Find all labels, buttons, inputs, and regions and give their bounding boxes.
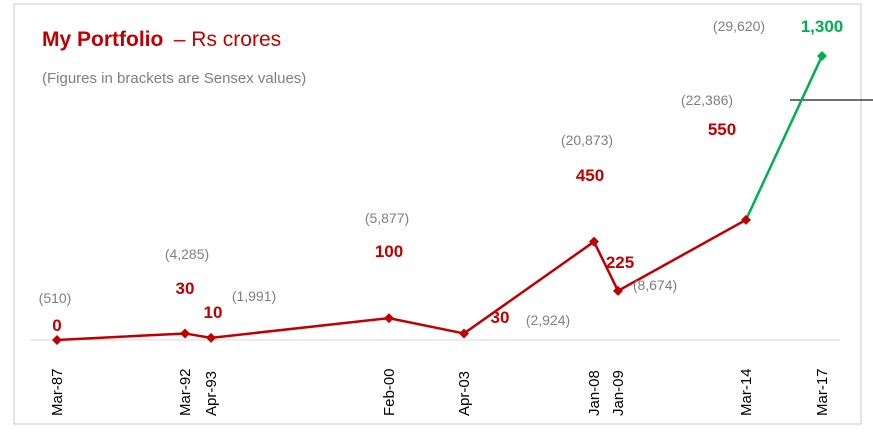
- sensex-label: (510): [39, 290, 72, 306]
- x-tick-label: Jan-08: [586, 370, 603, 416]
- data-point-marker: [741, 214, 751, 225]
- data-point-marker: [52, 335, 62, 345]
- sensex-label: (20,873): [561, 132, 613, 148]
- chart-title: My Portfolio – Rs crores: [42, 28, 281, 51]
- x-tick-label: Mar-87: [49, 368, 66, 416]
- x-tick-label: Apr-93: [203, 371, 220, 416]
- data-label: 30: [176, 279, 195, 298]
- data-label: 450: [576, 166, 604, 185]
- data-point-marker: [589, 236, 599, 247]
- data-point-marker: [206, 332, 216, 343]
- sensex-label: (29,620): [713, 18, 765, 34]
- sensex-label: (5,877): [365, 210, 409, 226]
- sensex-label: (2,924): [526, 312, 570, 328]
- series-line-latest: [744, 55, 824, 221]
- data-point-marker: [817, 50, 827, 61]
- data-label: 10: [204, 303, 223, 322]
- data-label: 0: [52, 316, 61, 335]
- series-line: [56, 218, 747, 342]
- data-point-marker: [384, 313, 394, 324]
- data-point-marker: [459, 328, 469, 339]
- sensex-label: (8,674): [633, 277, 677, 293]
- data-label: 100: [375, 242, 403, 261]
- x-tick-label: Jan-09: [610, 370, 627, 416]
- data-point-marker: [613, 285, 623, 296]
- chart-frame: [13, 3, 862, 425]
- data-label: 225: [606, 253, 634, 272]
- x-tick-label: Apr-03: [456, 371, 473, 416]
- x-tick-label: Feb-00: [381, 368, 398, 416]
- data-label: 1,300: [801, 17, 844, 36]
- chart-title-unit: – Rs crores: [174, 28, 281, 51]
- x-tick-label: Mar-17: [814, 368, 831, 416]
- sensex-label: (4,285): [165, 246, 209, 262]
- data-point-marker: [180, 328, 190, 339]
- sensex-label: (22,386): [681, 92, 733, 108]
- chart-subtitle: (Figures in brackets are Sensex values): [42, 70, 306, 87]
- x-tick-label: Mar-14: [738, 368, 755, 416]
- chart-title-main: My Portfolio: [42, 28, 163, 51]
- x-tick-label: Mar-92: [177, 368, 194, 416]
- sensex-label: (1,991): [232, 288, 276, 304]
- chart-marks: 0 30 10 100 30 450 225 550 1,300 (510) (4,285) (1,9…: [39, 17, 844, 416]
- data-label: 30: [491, 308, 510, 327]
- data-label: 550: [708, 120, 736, 139]
